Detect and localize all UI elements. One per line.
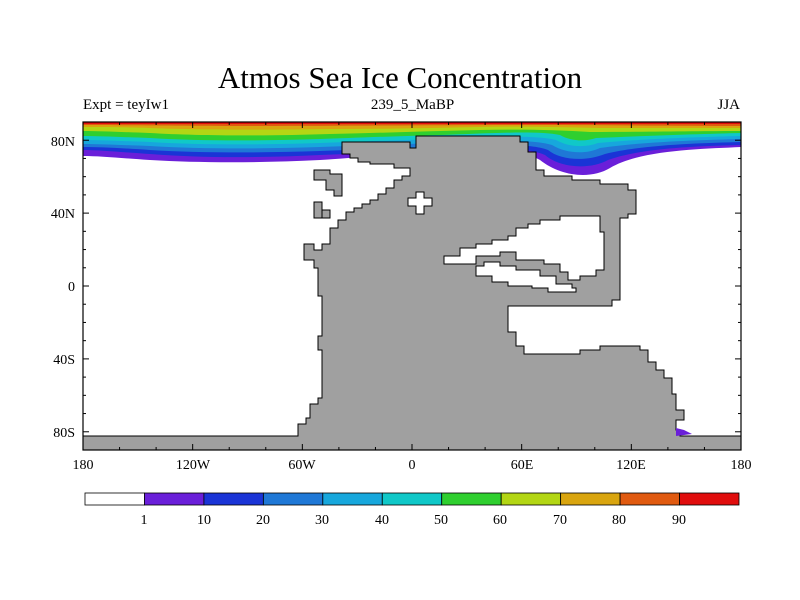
x-tick-label: 60E: [511, 458, 534, 473]
colorbar-swatch: [619, 492, 680, 506]
y-tick-label: 80S: [53, 426, 75, 441]
y-tick-label: 40S: [53, 353, 75, 368]
colorbar-swatch: [203, 492, 264, 506]
inland-sea: [407, 191, 605, 293]
x-tick-label: 120W: [176, 458, 211, 473]
colorbar-labels: 1 10 20 30 40 50 60 70 80 90: [141, 513, 687, 528]
season-label: JJA: [717, 97, 740, 113]
colorbar-swatch: [322, 492, 383, 506]
colorbar-label: 10: [197, 513, 211, 528]
map-plot-area: [83, 122, 741, 450]
colorbar-label: 20: [256, 513, 270, 528]
colorbar-label: 30: [315, 513, 329, 528]
colorbar-swatch: [381, 492, 443, 506]
x-tick-label: 0: [409, 458, 416, 473]
y-axis-labels: 80N 40N 0 40S 80S: [51, 135, 75, 441]
axis-ticks: [82, 121, 742, 451]
colorbar-swatch: [144, 492, 205, 506]
colorbar: [84, 492, 740, 506]
x-tick-label: 180: [731, 458, 752, 473]
x-tick-label: 60W: [288, 458, 316, 473]
x-axis-labels: 180 120W 60W 0 60E 120E 180: [73, 458, 752, 473]
y-tick-label: 40N: [51, 207, 75, 222]
colorbar-label: 40: [375, 513, 389, 528]
colorbar-swatch: [679, 492, 740, 506]
map-title: Atmos Sea Ice Concentration: [217, 60, 583, 95]
experiment-label: Expt = teyIw1: [83, 97, 169, 113]
x-tick-label: 120E: [616, 458, 646, 473]
colorbar-label: 60: [493, 513, 507, 528]
period-label: 239_5_MaBP: [370, 97, 455, 113]
colorbar-swatch: [441, 492, 502, 506]
x-tick-label: 180: [73, 458, 94, 473]
y-tick-label: 0: [68, 280, 75, 295]
colorbar-swatch: [500, 492, 562, 506]
colorbar-label: 50: [434, 513, 448, 528]
colorbar-swatch: [560, 492, 621, 506]
y-tick-label: 80N: [51, 135, 75, 150]
colorbar-label: 70: [553, 513, 567, 528]
colorbar-label: 90: [672, 513, 686, 528]
colorbar-swatch: [262, 492, 324, 506]
colorbar-label: 80: [612, 513, 626, 528]
colorbar-label: 1: [141, 513, 148, 528]
antarctic-ice-patch: [676, 428, 692, 436]
colorbar-swatch: [84, 492, 145, 506]
land-mass: [83, 135, 741, 450]
